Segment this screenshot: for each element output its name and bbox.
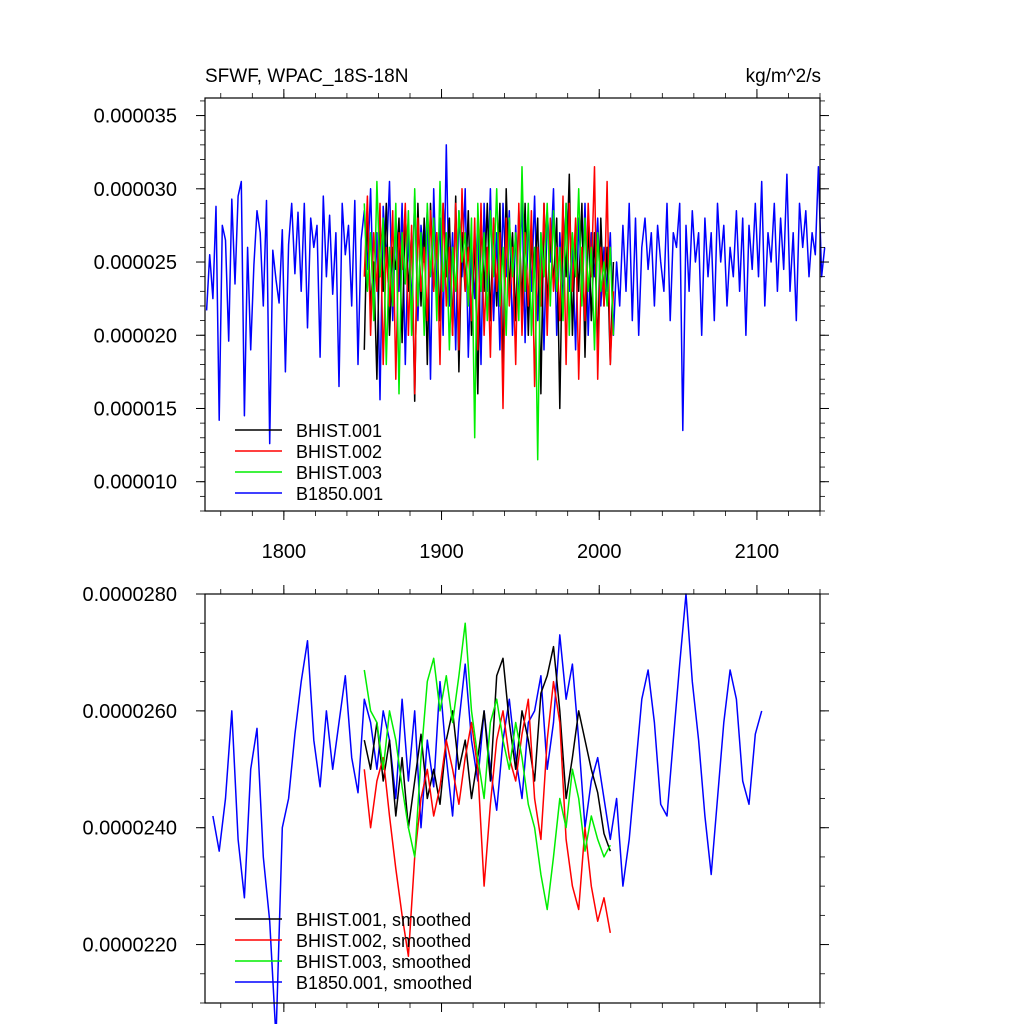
top-plot-frame [204,97,821,512]
legend-label: BHIST.002 [296,442,382,462]
top-ytick-label: 0.000035 [94,106,177,128]
legend-entry-bhist-001: BHIST.001 [235,421,382,441]
bottom-ytick-label: 0.0000260 [82,701,177,723]
bottom-ytick-label: 0.0000240 [82,818,177,840]
top-ytick-label: 0.000030 [94,179,177,201]
legend-entry-bhist-001-smoothed: BHIST.001, smoothed [235,910,471,930]
top-xtick-label: 2000 [577,541,622,563]
legend-label: BHIST.001 [296,421,382,441]
top-axis-ticks: 0.000010 0.000015 0.000020 0.000025 0.000030… [94,89,829,563]
legend-label: BHIST.002, smoothed [296,931,471,951]
top-ytick-label: 0.000015 [94,398,177,420]
top-ytick-label: 0.000020 [94,325,177,347]
bottom-axis-ticks: 0.0000220 0.0000240 0.0000260 0.0000280 [82,584,829,1012]
legend-label: BHIST.003 [296,463,382,483]
bottom-ytick-label: 0.0000220 [82,935,177,957]
bottom-plot-frame [204,593,821,1004]
legend-entry-b1850-001-smoothed: B1850.001, smoothed [235,973,472,993]
legend-label: BHIST.001, smoothed [296,910,471,930]
legend-label: B1850.001, smoothed [296,973,472,993]
legend-entry-bhist-002: BHIST.002 [235,442,382,462]
top-ytick-label: 0.000010 [94,472,177,494]
top-xtick-label: 1900 [419,541,464,563]
legend-label: B1850.001 [296,484,383,504]
bottom-panel: 0.0000220 0.0000240 0.0000260 0.0000280 BHI… [82,584,829,1024]
top-xtick-label: 2100 [735,541,780,563]
legend-entry-bhist-003: BHIST.003 [235,463,382,483]
top-line-bhist-002 [363,166,615,410]
bottom-series-lines [212,593,763,1024]
top-line-bhist-003 [363,166,615,461]
top-xtick-label: 1800 [262,541,307,563]
top-series-lines [205,144,826,461]
legend-entry-b1850-001: B1850.001 [235,484,383,504]
bottom-line-bhist-001-smoothed [363,645,612,852]
legend-entry-bhist-002-smoothed: BHIST.002, smoothed [235,931,471,951]
bottom-ytick-label: 0.0000280 [82,584,177,606]
top-line-b1850-001 [205,144,826,445]
top-panel: SFWF, WPAC_18S-18N kg/m^2/s 0.0000100.00… [94,66,829,563]
top-chart-title: SFWF, WPAC_18S-18N [205,66,408,87]
top-chart-units: kg/m^2/s [746,66,821,87]
legend-label: BHIST.003, smoothed [296,952,471,972]
bottom-line-bhist-003-smoothed [363,622,611,911]
bottom-line-bhist-002-smoothed [363,680,612,958]
legend-entry-bhist-003-smoothed: BHIST.003, smoothed [235,952,471,972]
top-ytick-label: 0.000025 [94,252,177,274]
